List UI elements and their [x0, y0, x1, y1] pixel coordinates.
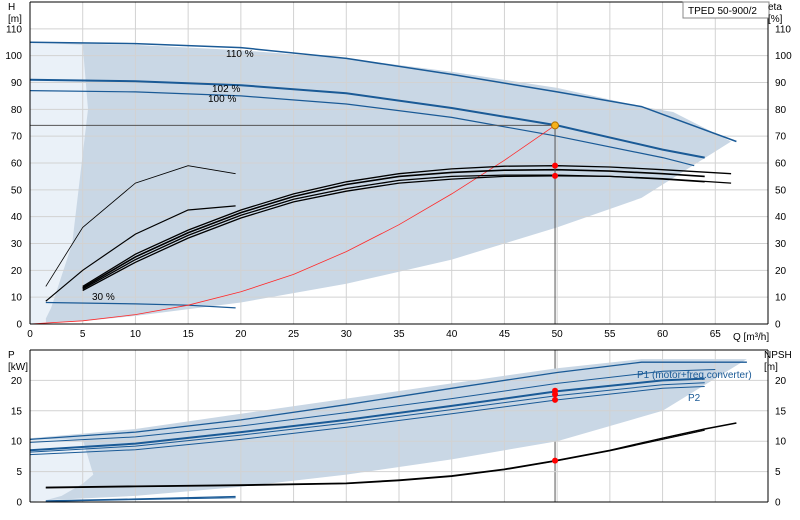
- y-tick-label: 10: [11, 293, 23, 304]
- x-tick-label: 15: [183, 329, 195, 340]
- operating-point: [552, 172, 559, 179]
- y-tick-label-right: 60: [775, 159, 787, 170]
- y-tick-label-right: 20: [775, 376, 787, 387]
- y-tick-label: 10: [11, 437, 23, 448]
- x-tick-label: 60: [657, 329, 669, 340]
- y-tick-label: 60: [11, 159, 23, 170]
- y-tick-label: 50: [11, 185, 23, 196]
- series-102-: [29, 78, 705, 159]
- x-axis-label: Q [m³/h]: [733, 332, 769, 343]
- series-P-30: [45, 495, 236, 502]
- series-30-: [45, 301, 236, 309]
- series-110-: [29, 41, 737, 143]
- series-system: [29, 125, 556, 325]
- operating-point: [552, 391, 559, 398]
- y-tick-label-right: 20: [775, 266, 787, 277]
- y-tick-label-right: 100: [775, 51, 792, 62]
- y-tick-label: 100: [5, 51, 22, 62]
- operating-point: [552, 162, 559, 169]
- power-npsh-panel: 0 0 5 5 10 10 15 15 20 20 P [kW] NPSH [m] P1 (motor…: [8, 349, 792, 509]
- series-NPSH-b: [45, 429, 705, 489]
- series-NPSH: [45, 422, 737, 489]
- y-tick-label-right: 110: [775, 24, 791, 35]
- y-tick-label: 20: [11, 266, 23, 277]
- x-tick-label: 55: [604, 329, 616, 340]
- x-tick-label: 40: [446, 329, 458, 340]
- model-label: TPED 50-900/2: [688, 6, 757, 17]
- y-tick-label: 15: [11, 406, 23, 417]
- y-axis-label-power: P [kW]: [8, 350, 28, 373]
- x-tick-label: 50: [552, 329, 564, 340]
- x-tick-label: 30: [341, 329, 353, 340]
- y-axis-label-head: H [m]: [8, 2, 22, 25]
- series-P2-b: [29, 386, 705, 456]
- x-tick-label: 20: [235, 329, 247, 340]
- series-eta-a: [82, 165, 732, 287]
- y-tick-label-right: 0: [775, 320, 781, 331]
- x-tick-label: 0: [27, 329, 33, 340]
- annotation-102: 102 %: [212, 84, 240, 95]
- series-eta-f: [45, 165, 236, 287]
- series-eta-b: [82, 168, 705, 289]
- x-tick-label: 65: [710, 329, 722, 340]
- y-tick-label-right: 0: [775, 498, 781, 509]
- y-tick-label: 90: [11, 78, 23, 89]
- y-tick-label: 0: [16, 320, 22, 331]
- operating-point: [551, 121, 560, 130]
- y-tick-label-right: 80: [775, 105, 787, 116]
- series-P1-inner: [29, 369, 716, 443]
- series-P2: [29, 377, 705, 452]
- operating-area-inner: [30, 42, 88, 325]
- x-tick-label: 10: [130, 329, 142, 340]
- y-tick-label: 110: [6, 24, 22, 35]
- legend-p2: P2: [688, 393, 701, 404]
- y-tick-label-right: 90: [775, 78, 787, 89]
- y-tick-label: 30: [11, 239, 23, 250]
- x-tick-label: 5: [80, 329, 86, 340]
- y-tick-label: 70: [11, 132, 23, 143]
- x-tick-label: 35: [393, 329, 405, 340]
- series-P2-a: [29, 382, 705, 453]
- x-tick-label: 45: [499, 329, 511, 340]
- y-tick-label-right: 10: [775, 293, 787, 304]
- x-tick-label: 25: [288, 329, 300, 340]
- y-tick-label-right: 50: [775, 185, 787, 196]
- y-tick-label-right: 5: [775, 467, 781, 478]
- y-axis-label-npsh: NPSH [m]: [764, 350, 792, 373]
- operating-point: [552, 457, 559, 464]
- annotation-30: 30 %: [92, 292, 115, 303]
- series-eta-e: [45, 205, 236, 302]
- y-tick-label: 20: [11, 376, 23, 387]
- series-P1-motor-freq-converter-: [29, 361, 747, 441]
- legend-p1: P1 (motor+freq.converter): [637, 370, 752, 381]
- series-100-: [29, 90, 695, 167]
- y-tick-label: 40: [11, 212, 23, 223]
- y-tick-label: 5: [16, 467, 22, 478]
- operating-area: [30, 42, 732, 323]
- annotation-110: 110 %: [226, 49, 254, 60]
- y-tick-label-right: 15: [775, 406, 787, 417]
- series-P-30b: [45, 497, 236, 502]
- y-tick-label-right: 10: [775, 437, 787, 448]
- y-tick-label-right: 30: [775, 239, 787, 250]
- y-tick-label-right: 40: [775, 212, 787, 223]
- series-eta-d: [82, 175, 732, 292]
- annotation-100: 100 %: [208, 94, 236, 105]
- model-label-box: [682, 1, 770, 19]
- operating-point: [552, 396, 559, 403]
- y-tick-label: 0: [16, 498, 22, 509]
- y-tick-label-right: 70: [775, 132, 787, 143]
- y-tick-label: 80: [11, 105, 23, 116]
- y-axis-label-eta: eta [%]: [768, 2, 783, 25]
